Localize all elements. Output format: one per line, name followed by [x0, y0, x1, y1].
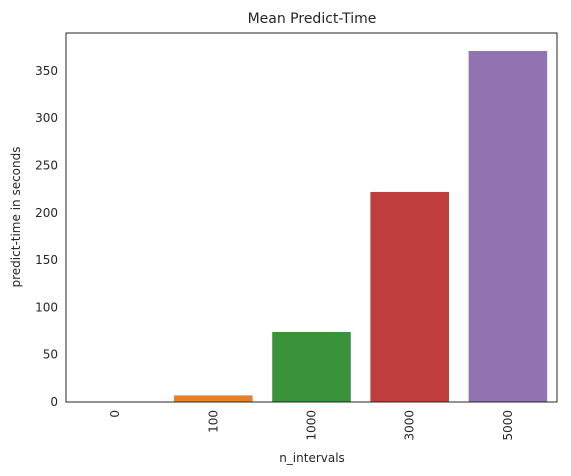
x-tick-label: 5000 [501, 410, 515, 441]
bar-100 [174, 395, 253, 402]
x-tick-label: 3000 [403, 410, 417, 441]
y-tick-label: 50 [43, 348, 58, 362]
chart-title: Mean Predict-Time [248, 11, 377, 27]
y-tick-label: 200 [35, 206, 58, 220]
bar-1000 [272, 331, 351, 402]
y-tick-label: 300 [35, 111, 58, 125]
plot-frame [65, 32, 558, 403]
x-axis-label: n_intervals [279, 451, 345, 465]
x-tick-label: 1000 [305, 410, 319, 441]
bars-group [75, 50, 548, 402]
y-tick-label: 350 [35, 64, 58, 78]
y-tick-label: 100 [35, 300, 58, 314]
y-axis-ticks: 0 50 100 150 200 250 300 350 [35, 64, 58, 409]
x-axis-ticks: 0 100 1000 3000 5000 [108, 410, 515, 441]
x-tick-label: 0 [108, 410, 122, 418]
y-tick-label: 150 [35, 253, 58, 267]
bar-3000 [370, 191, 449, 402]
x-tick-label: 100 [206, 410, 220, 433]
bar-5000 [468, 50, 548, 402]
y-tick-label: 0 [50, 395, 58, 409]
y-tick-label: 250 [35, 158, 58, 172]
y-axis-label: predict-time in seconds [9, 147, 23, 288]
